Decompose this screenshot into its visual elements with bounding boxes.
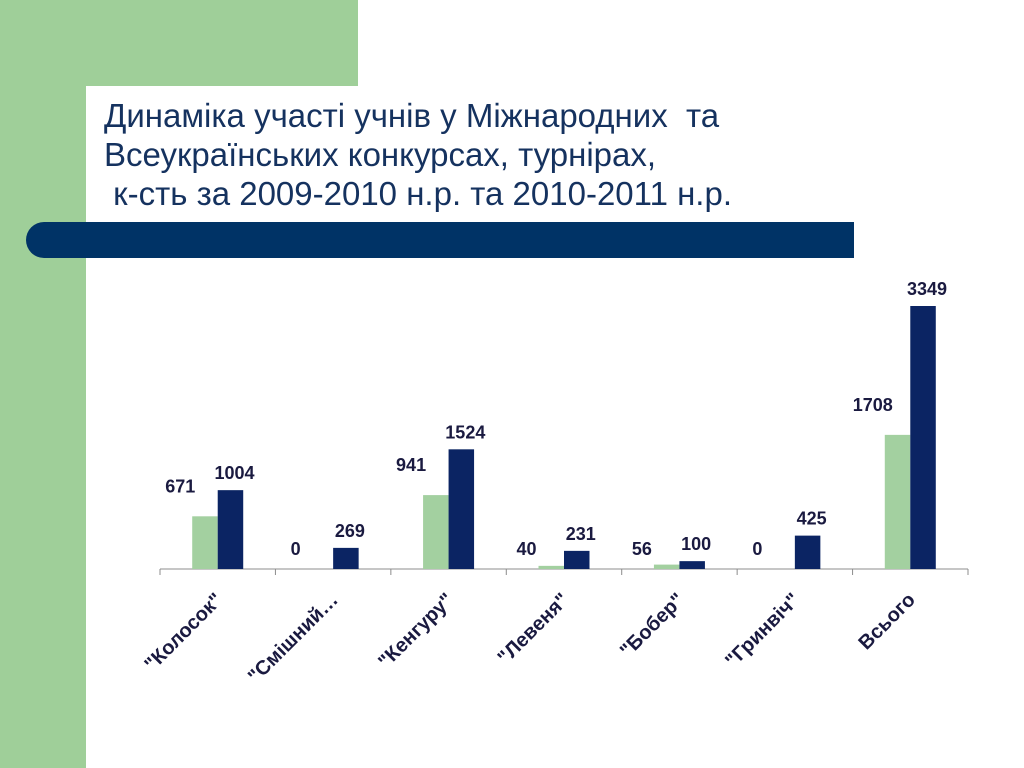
data-label-series-2: 425 — [797, 509, 827, 529]
green-side-strip — [0, 0, 86, 768]
bar-series-2 — [564, 550, 590, 569]
data-label-series-2: 269 — [335, 521, 365, 541]
data-label-series-1: 671 — [165, 476, 195, 496]
title-underline-bar — [26, 222, 854, 258]
data-label-series-1: 0 — [752, 539, 762, 559]
data-label-series-1: 0 — [291, 539, 301, 559]
category-label: "Левеня" — [494, 589, 574, 669]
category-label: "Гринвіч" — [721, 589, 804, 672]
bar-series-2 — [794, 535, 821, 569]
title-line-3: к-сть за 2009-2010 н.р. та 2010-2011 н.р… — [104, 175, 732, 212]
data-label-series-1: 941 — [396, 455, 426, 475]
bar-series-2 — [333, 547, 359, 569]
category-label: "Смішний… — [244, 589, 343, 688]
content-panel — [86, 86, 1024, 768]
bar-series-1 — [653, 564, 680, 569]
category-label: "Кенгуру" — [374, 589, 458, 673]
green-top-block — [0, 0, 358, 86]
data-label-series-2: 1524 — [445, 422, 485, 442]
data-label-series-2: 231 — [566, 524, 596, 544]
category-label: "Колосок" — [141, 589, 228, 676]
bar-series-1 — [884, 434, 911, 569]
data-label-series-2: 3349 — [907, 279, 947, 299]
category-label: "Бобер" — [616, 589, 689, 662]
title-line-1: Динаміка участі учнів у Міжнародних та — [104, 97, 720, 134]
slide-title: Динаміка участі учнів у Міжнародних та В… — [104, 96, 1004, 213]
bar-series-2 — [679, 561, 705, 569]
bar-series-2 — [910, 306, 936, 569]
bar-series-1 — [192, 516, 218, 569]
category-label: Всього — [855, 589, 920, 654]
bar-series-2 — [448, 449, 475, 569]
data-label-series-1: 1708 — [853, 395, 893, 415]
title-line-2: Всеукраїнських конкурсах, турнірах, — [104, 136, 657, 173]
bar-series-1 — [538, 565, 564, 569]
bar-series-1 — [423, 495, 449, 569]
data-label-series-2: 100 — [681, 534, 711, 554]
data-label-series-1: 56 — [632, 539, 652, 559]
data-label-series-2: 1004 — [214, 463, 254, 483]
bar-series-2 — [217, 490, 244, 569]
data-label-series-1: 40 — [516, 539, 536, 559]
